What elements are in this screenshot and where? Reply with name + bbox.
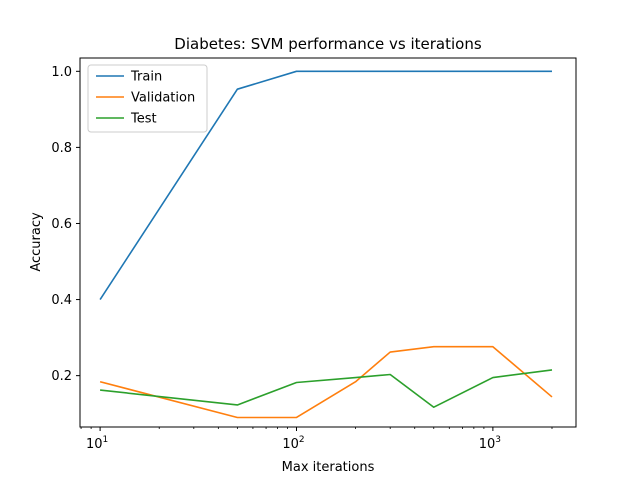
legend-label-train: Train — [130, 70, 162, 85]
chart-title: Diabetes: SVM performance vs iterations — [174, 35, 482, 53]
series-line-test — [100, 369, 553, 409]
legend-box — [87, 64, 208, 133]
legend-label-validation: Validation — [131, 91, 195, 106]
legend: Train Validation Test — [87, 64, 208, 133]
axes: 0.2 0.4 0.6 0.8 1.0 101 102 103 — [51, 57, 577, 452]
legend-label-test: Test — [130, 112, 157, 127]
series-line-train — [99, 70, 552, 300]
y-tick-label: 0.2 — [51, 369, 72, 384]
y-axis-label: Accuracy — [29, 212, 44, 272]
x-tick-label: 101 — [86, 435, 108, 452]
y-tick-label: 0.8 — [51, 141, 72, 156]
x-tick-label: 103 — [479, 435, 501, 452]
y-tick-label: 0.4 — [51, 293, 72, 308]
y-tick-label: 0.6 — [51, 217, 72, 232]
y-tick-label: 1.0 — [51, 65, 72, 80]
series-line-validation — [99, 345, 553, 419]
plot-area — [99, 70, 553, 419]
x-axis-label: Max iterations — [282, 460, 375, 475]
axes-frame — [79, 57, 577, 428]
x-tick-label: 102 — [282, 435, 304, 452]
